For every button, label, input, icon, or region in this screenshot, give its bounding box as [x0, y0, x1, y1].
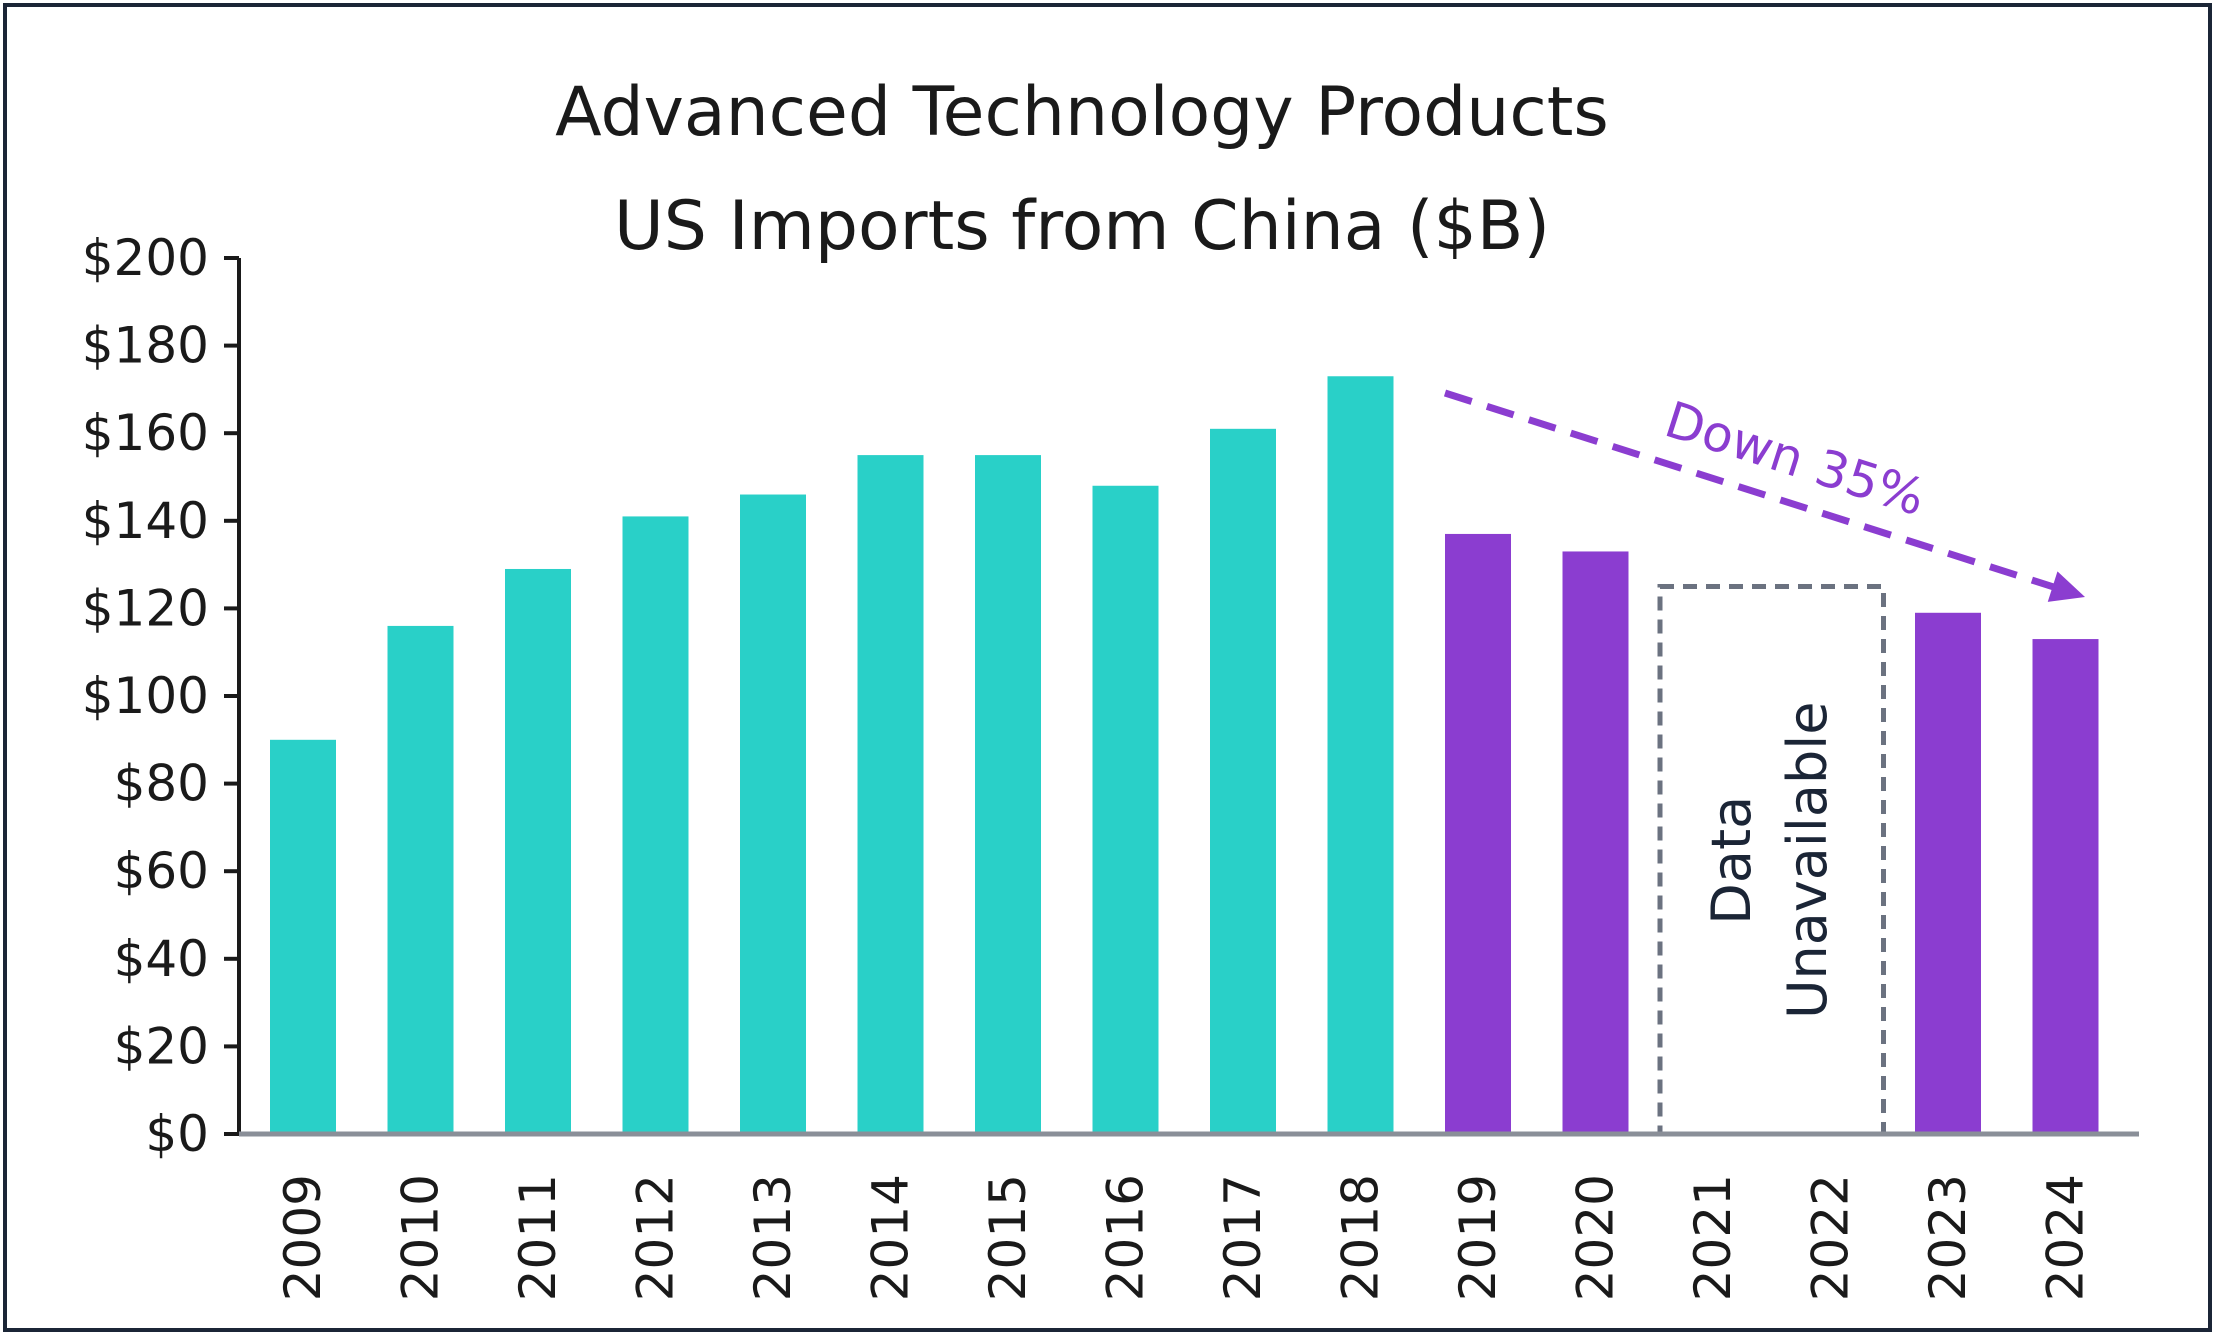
y-axis-ticks: $0 $20 $40 $60 $80 $100 $120 $140 $160 $180 $200	[82, 229, 239, 1163]
bars	[270, 376, 2099, 1135]
bar	[857, 455, 924, 1135]
x-tick-label: 2018	[1332, 1174, 1390, 1301]
x-axis-ticks: 2009 2010 2011 2012 2013 2014 2015 2016 2017 2018…	[274, 1174, 2095, 1301]
bar	[387, 625, 454, 1134]
chart-frame: Advanced Technology Products US Imports …	[3, 3, 2212, 1332]
bar	[1327, 376, 1394, 1134]
x-tick-label: 2017	[1214, 1174, 1272, 1301]
y-tick-label: $100	[82, 667, 209, 725]
x-tick-label: 2024	[2037, 1174, 2095, 1301]
x-tick-label: 2022	[1802, 1174, 1860, 1301]
bar	[975, 455, 1041, 1135]
y-tick-label: $0	[145, 1105, 209, 1163]
x-tick-label: 2019	[1449, 1174, 1507, 1301]
bar	[740, 494, 806, 1134]
x-tick-label: 2015	[979, 1174, 1037, 1301]
trend-annotation: Down 35%	[1443, 389, 2085, 602]
x-tick-label: 2013	[744, 1174, 802, 1301]
trend-arrow-head	[2047, 571, 2085, 602]
data-unavailable-box	[1657, 584, 1886, 1137]
y-tick-label: $40	[114, 930, 209, 988]
chart-title-line-1: Advanced Technology Products	[555, 73, 1609, 152]
x-tick-label: 2016	[1097, 1174, 1155, 1301]
bar	[1092, 485, 1159, 1134]
chart-title-line-2: US Imports from China ($B)	[614, 187, 1550, 266]
y-tick-label: $200	[82, 229, 209, 287]
data-unavailable-line-1: Data	[1700, 796, 1763, 925]
x-tick-label: 2010	[392, 1174, 450, 1301]
x-tick-label: 2020	[1567, 1174, 1625, 1301]
x-tick-label: 2021	[1684, 1174, 1742, 1301]
y-tick-label: $180	[82, 317, 209, 375]
chart: Advanced Technology Products US Imports …	[82, 73, 2139, 1301]
bar	[622, 516, 689, 1134]
x-tick-label: 2011	[509, 1174, 567, 1301]
bar	[505, 568, 571, 1134]
y-tick-label: $60	[114, 842, 209, 900]
data-unavailable-line-2: Unavailable	[1776, 702, 1839, 1020]
data-unavailable-group: Data Unavailable	[1657, 584, 1886, 1137]
x-tick-label: 2023	[1919, 1174, 1977, 1301]
y-tick-label: $120	[82, 579, 209, 637]
x-tick-label: 2014	[862, 1174, 920, 1301]
data-unavailable-label: Data Unavailable	[1700, 702, 1839, 1020]
bar	[270, 739, 336, 1134]
x-tick-label: 2009	[274, 1174, 332, 1301]
trend-arrow-line	[1443, 389, 2062, 593]
x-tick-label: 2012	[627, 1174, 685, 1301]
bar	[1210, 428, 1276, 1134]
bar	[1915, 612, 1981, 1134]
y-tick-label: $20	[114, 1017, 209, 1075]
axes	[237, 258, 2139, 1137]
y-tick-label: $160	[82, 404, 209, 462]
y-tick-label: $80	[114, 755, 209, 813]
bar	[2032, 639, 2099, 1134]
bar	[1445, 533, 1511, 1134]
y-tick-label: $140	[82, 492, 209, 550]
bar	[1562, 551, 1629, 1134]
